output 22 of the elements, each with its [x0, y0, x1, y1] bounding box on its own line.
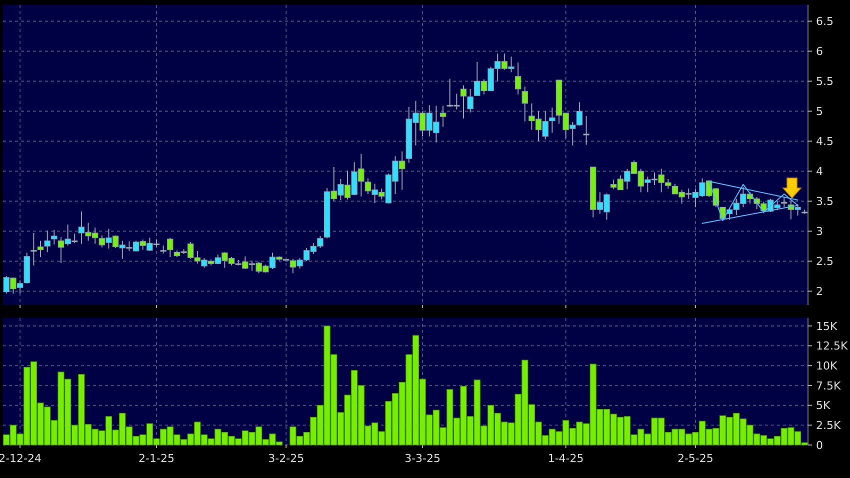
x-tick-label: 2-1-25 — [138, 452, 174, 465]
x-tick-label: 3-2-25 — [268, 452, 304, 465]
x-tick-label: 1-4-25 — [548, 452, 584, 465]
y-tick-label: 7.5K — [816, 379, 842, 392]
y-tick-label: 5.5 — [816, 75, 834, 88]
y-tick-label: 6.5 — [816, 15, 834, 28]
x-tick-label: 3-3-25 — [404, 452, 441, 465]
y-tick-label: 2.5 — [816, 255, 834, 268]
y-tick-label: 5 — [816, 105, 823, 118]
y-tick-label: 12.5K — [816, 340, 848, 353]
y-tick-label: 0 — [816, 438, 823, 452]
y-tick-label: 5K — [816, 399, 831, 412]
x-tick-label: 2-5-25 — [677, 452, 714, 465]
y-tick-label: 4.5 — [816, 135, 834, 148]
y-tick-label: 6 — [816, 45, 823, 58]
y-tick-label: 2 — [816, 285, 823, 298]
y-tick-label: 15K — [816, 320, 838, 333]
y-tick-label: 4 — [816, 165, 823, 178]
y-tick-label: 3.5 — [816, 195, 834, 208]
y-tick-label: 3 — [816, 225, 823, 238]
y-tick-label: 2.5K — [816, 419, 842, 432]
y-tick-label: 10K — [816, 359, 838, 372]
